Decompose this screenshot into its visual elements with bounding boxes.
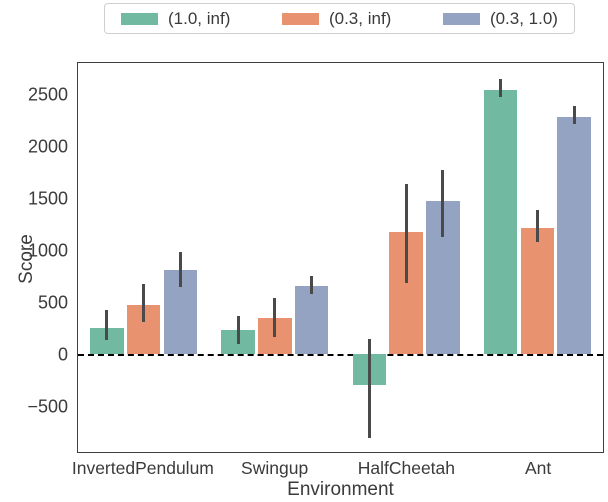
bar-Ant-(0.3, inf) xyxy=(520,227,555,354)
y-tick-label: 0 xyxy=(57,344,68,365)
legend-entry: (0.3, 1.0) xyxy=(442,8,558,29)
legend-entry: (0.3, inf) xyxy=(281,8,392,29)
zero-line xyxy=(78,354,603,357)
error-bar-HalfCheetah-(0.3, 1.0) xyxy=(441,169,445,237)
y-tick-label: 2000 xyxy=(27,136,68,157)
error-bar-InvertedPendulum-(0.3, inf) xyxy=(142,283,146,323)
error-bar-HalfCheetah-(0.3, inf) xyxy=(404,184,408,284)
y-tick-label: 2500 xyxy=(27,84,68,105)
legend-label: (0.3, 1.0) xyxy=(489,8,558,28)
legend-entry: (1.0, inf) xyxy=(121,9,230,29)
legend: (1.0, inf) (0.3, inf) (0.3, 1.0) xyxy=(104,3,575,34)
error-bar-Ant-(0.3, inf) xyxy=(535,210,539,243)
error-bar-InvertedPendulum-(0.3, 1.0) xyxy=(178,251,182,287)
y-tick-label: 1000 xyxy=(27,240,68,261)
error-bar-Swingup-(1.0, inf) xyxy=(236,316,240,344)
plot-area xyxy=(77,62,604,453)
error-bar-Ant-(1.0, inf) xyxy=(499,78,503,98)
error-bar-InvertedPendulum-(1.0, inf) xyxy=(105,309,109,341)
y-tick-labels: −500 0 500 1000 1500 2000 2500 xyxy=(0,62,68,453)
x-tick-label-InvertedPendulum: InvertedPendulum xyxy=(71,458,214,478)
y-tick-label: 500 xyxy=(37,292,68,313)
error-bar-HalfCheetah-(1.0, inf) xyxy=(367,339,371,438)
x-tick-label-HalfCheetah: HalfCheetah xyxy=(357,458,456,478)
legend-swatch-icon xyxy=(281,12,319,25)
bar-Ant-(0.3, 1.0) xyxy=(557,117,591,354)
error-bar-Swingup-(0.3, inf) xyxy=(273,298,277,338)
bar-Ant-(1.0, inf) xyxy=(483,89,518,355)
y-tick-label: 1500 xyxy=(27,188,68,209)
x-tick-label-Swingup: Swingup xyxy=(241,458,309,478)
x-tick-label-Ant: Ant xyxy=(524,458,552,478)
legend-swatch-icon xyxy=(442,12,480,25)
legend-label: (1.0, inf) xyxy=(168,8,231,28)
legend-label: (0.3, inf) xyxy=(328,8,392,28)
error-bar-Ant-(0.3, 1.0) xyxy=(572,106,576,125)
legend-swatch-icon xyxy=(121,12,158,25)
y-tick-label: −500 xyxy=(27,396,68,417)
error-bar-Swingup-(0.3, 1.0) xyxy=(310,276,314,294)
x-axis-label: Environment xyxy=(287,479,394,500)
bar-Swingup-(0.3, 1.0) xyxy=(294,285,329,355)
x-tick-labels: InvertedPendulum Swingup HalfCheetah Ant xyxy=(72,458,604,478)
